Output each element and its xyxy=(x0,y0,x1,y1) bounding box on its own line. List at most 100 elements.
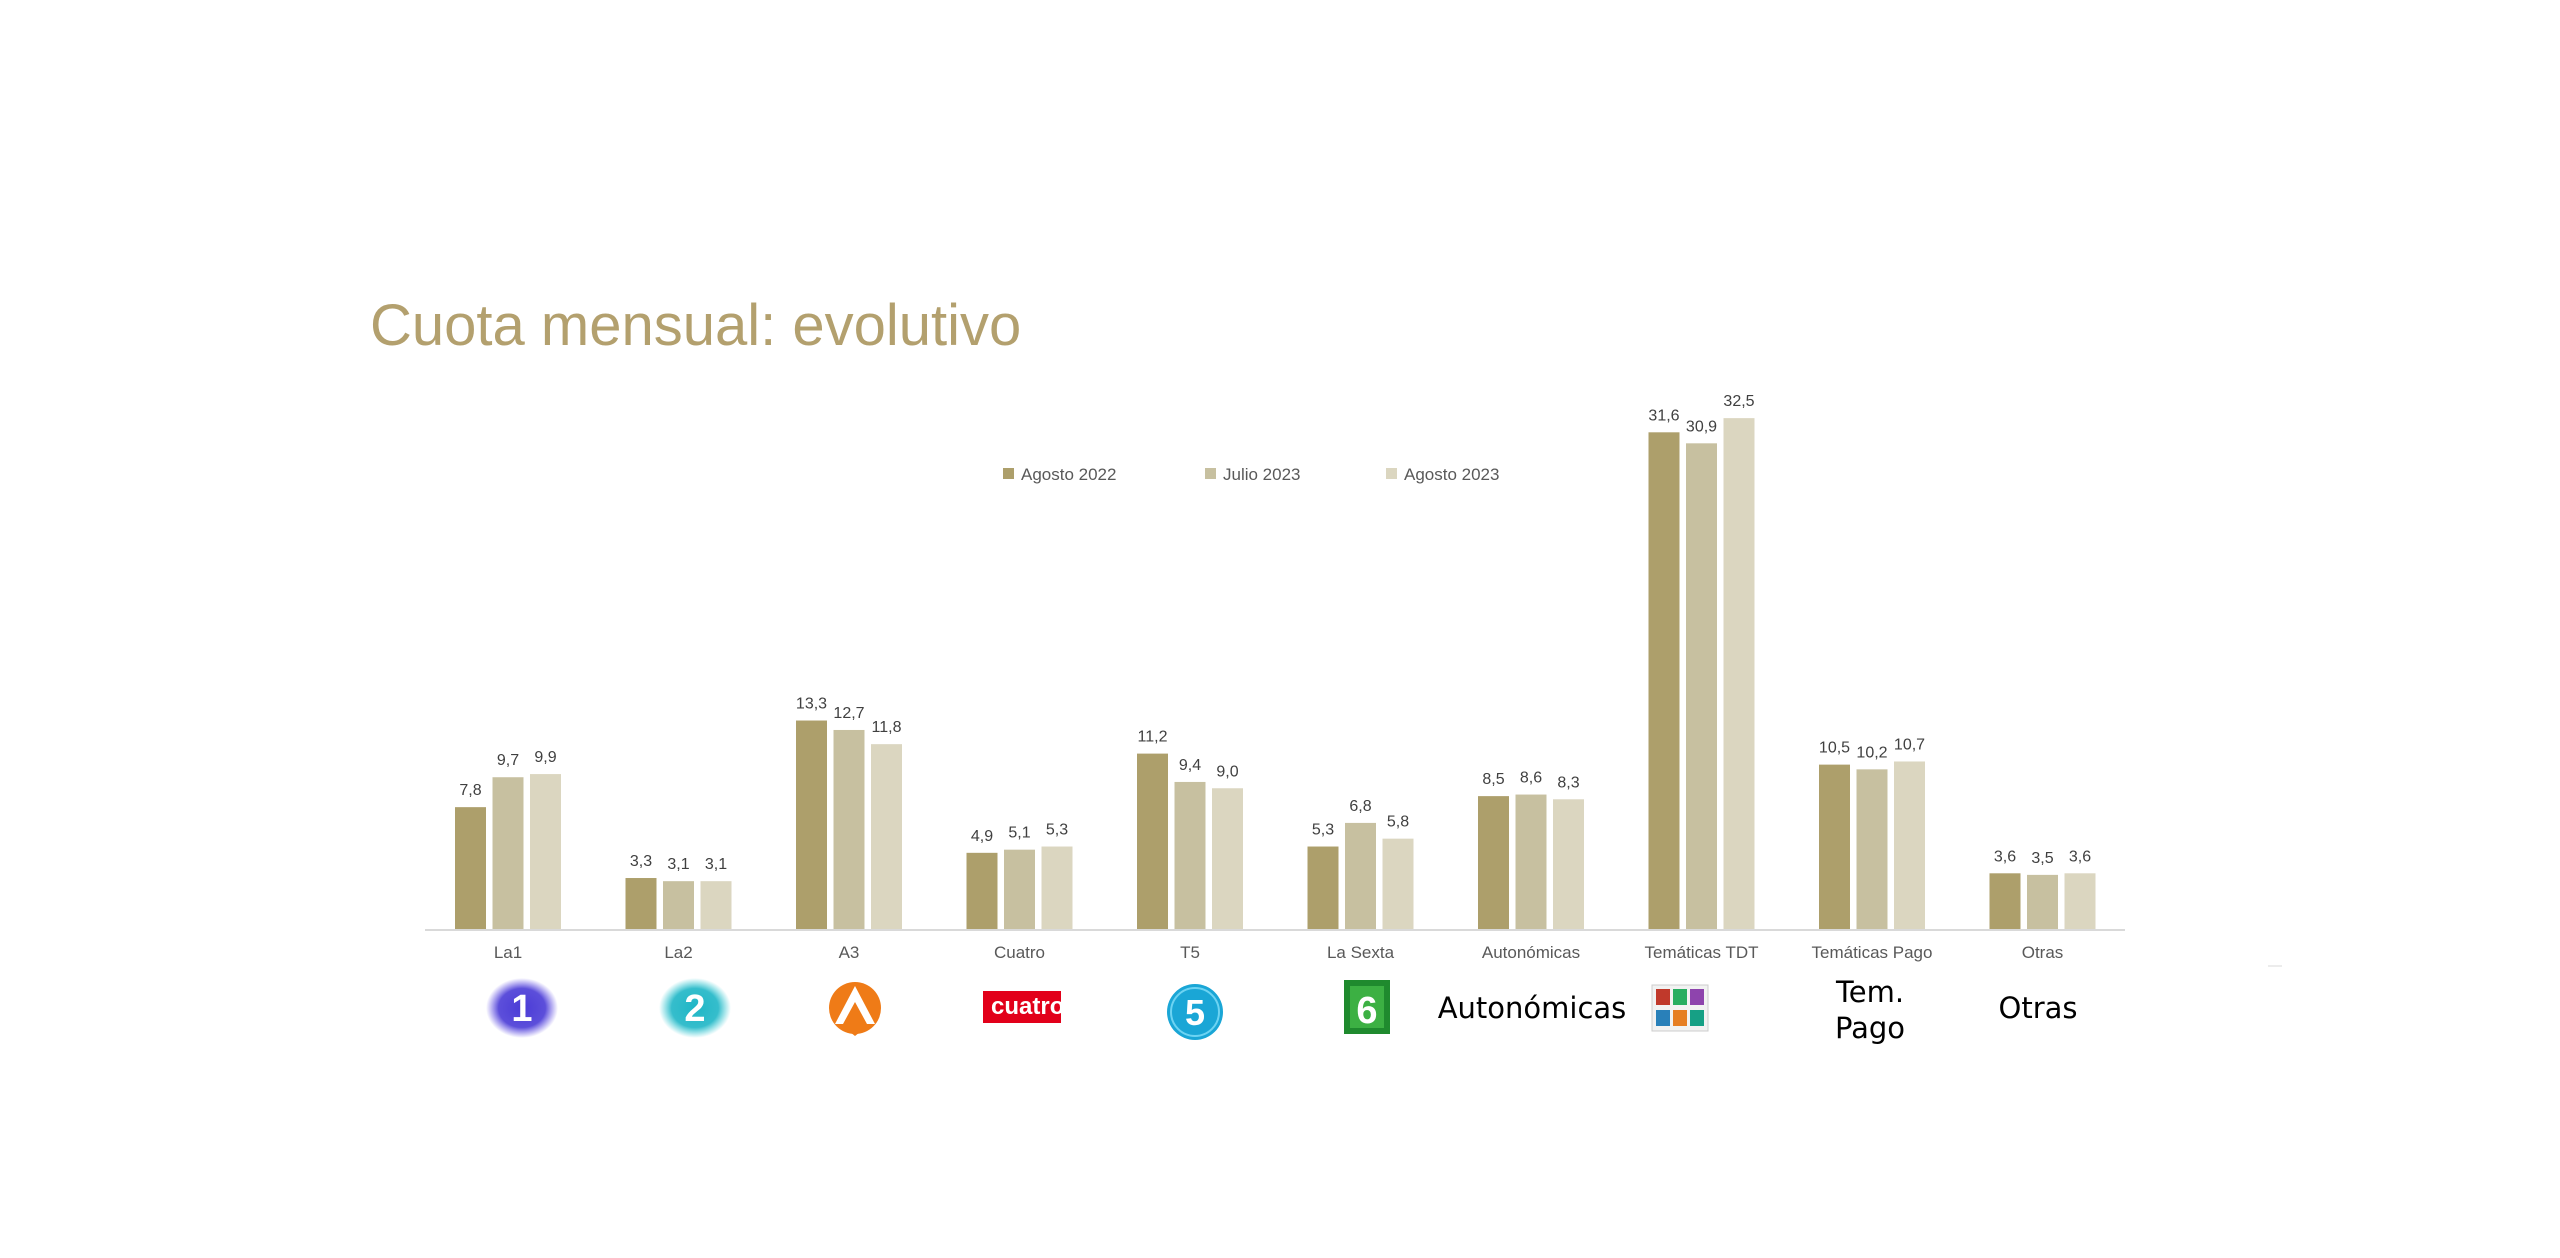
bar-1-5 xyxy=(1137,753,1168,930)
data-label: 5,8 xyxy=(1387,814,1409,831)
x-tick-label: Autonómicas xyxy=(1482,943,1580,962)
x-axis-tick-labels: La1 La2 A3 Cuatro T5 La Sexta Autonómicas Temát… xyxy=(494,943,2063,962)
bar-3-7 xyxy=(1553,799,1584,930)
x-tick-label: T5 xyxy=(1180,943,1200,962)
data-label: 8,3 xyxy=(1557,774,1579,791)
data-label: 5,3 xyxy=(1046,822,1068,839)
bar-2-6 xyxy=(1345,822,1376,930)
logo-text: cuatro● xyxy=(983,991,1072,1023)
tematicas-tdt-logo-icon xyxy=(1651,984,1709,1032)
chart-bars xyxy=(455,418,2096,930)
page-title: Cuota mensual: evolutivo xyxy=(370,293,1022,358)
logo-text: 1 xyxy=(511,988,532,1030)
bar-1-2 xyxy=(625,878,657,930)
data-label: 8,5 xyxy=(1482,771,1504,788)
data-label: 30,9 xyxy=(1686,418,1717,435)
lasexta-logo-icon: 6 xyxy=(1342,978,1394,1038)
bar-3-1 xyxy=(530,774,561,930)
chart-legend: Agosto 2022 Julio 2023 Agosto 2023 xyxy=(1003,465,1499,484)
bar-3-3 xyxy=(871,744,902,930)
data-label: 3,1 xyxy=(705,856,727,873)
bar-3-8 xyxy=(1723,418,1755,930)
la2-logo-icon: 2 xyxy=(657,975,733,1041)
bar-1-8 xyxy=(1648,432,1680,930)
x-tick-label: Otras xyxy=(2022,943,2064,962)
bar-2-8 xyxy=(1686,443,1717,930)
data-label: 11,8 xyxy=(872,719,902,736)
legend-label: Agosto 2022 xyxy=(1021,465,1116,484)
data-label: 5,3 xyxy=(1312,822,1334,839)
bar-2-9 xyxy=(1856,769,1888,930)
bar-3-9 xyxy=(1894,761,1925,930)
data-label: 8,6 xyxy=(1520,770,1542,787)
logo-label: Autonómicas xyxy=(1433,988,1631,1028)
bar-1-7 xyxy=(1478,796,1509,930)
chart-data-labels: 7,8 9,7 9,9 3,3 3,1 3,1 13,3 12,7 11,8 4,9 5,1 5,3 1… xyxy=(459,393,2091,873)
bar-2-5 xyxy=(1174,781,1206,930)
data-label: 3,3 xyxy=(630,853,652,870)
bar-1-4 xyxy=(966,852,998,930)
data-label: 32,5 xyxy=(1723,393,1754,410)
x-tick-label: Temáticas TDT xyxy=(1645,943,1759,962)
data-label: 9,7 xyxy=(497,752,519,769)
cuatro-logo-icon: cuatro● xyxy=(982,990,1072,1024)
bar-2-2 xyxy=(663,881,694,930)
data-label: 31,6 xyxy=(1648,407,1679,424)
data-label: 10,5 xyxy=(1819,740,1850,757)
legend-item: Agosto 2023 xyxy=(1386,465,1499,484)
bar-2-1 xyxy=(492,777,524,930)
logo-text: Otras xyxy=(1998,991,2078,1025)
legend-swatch xyxy=(1386,468,1397,479)
data-label: 7,8 xyxy=(459,782,481,799)
bar-1-6 xyxy=(1307,846,1339,930)
telecinco-logo-icon: 5 xyxy=(1165,982,1225,1042)
logo-text: 5 xyxy=(1185,992,1205,1033)
bar-2-10 xyxy=(2027,874,2058,930)
bar-2-3 xyxy=(833,729,865,930)
bar-1-3 xyxy=(796,720,827,930)
logo-label: Otras xyxy=(1993,988,2083,1028)
logo-label: Tem. Pago xyxy=(1810,974,1930,1046)
data-label: 10,2 xyxy=(1856,744,1887,761)
antena3-logo-icon xyxy=(823,980,887,1040)
x-tick-label: Cuatro xyxy=(994,943,1045,962)
bar-3-4 xyxy=(1041,846,1073,930)
legend-label: Julio 2023 xyxy=(1223,465,1301,484)
bar-3-2 xyxy=(700,881,732,930)
data-label: 9,0 xyxy=(1216,763,1238,780)
data-label: 12,7 xyxy=(833,705,864,722)
data-label: 9,4 xyxy=(1179,757,1201,774)
data-label: 9,9 xyxy=(534,749,556,766)
bar-3-6 xyxy=(1382,838,1414,930)
bar-3-5 xyxy=(1212,788,1243,930)
la1-logo-icon: 1 xyxy=(484,975,560,1041)
bar-2-7 xyxy=(1515,794,1547,930)
data-label: 11,2 xyxy=(1138,729,1168,746)
bar-3-10 xyxy=(2064,873,2096,930)
logo-text: 2 xyxy=(684,988,705,1030)
legend-swatch xyxy=(1205,468,1216,479)
logo-text: Autonómicas xyxy=(1437,991,1627,1025)
data-label: 3,6 xyxy=(1994,848,2016,865)
data-label: 10,7 xyxy=(1894,736,1925,753)
data-label: 3,5 xyxy=(2031,850,2053,867)
data-label: 13,3 xyxy=(796,696,827,713)
data-label: 5,1 xyxy=(1008,825,1030,842)
data-label: 3,1 xyxy=(667,856,689,873)
x-tick-label: Temáticas Pago xyxy=(1812,943,1933,962)
logo-text: Tem. Pago xyxy=(1834,975,1906,1045)
data-label: 3,6 xyxy=(2069,848,2091,865)
data-label: 4,9 xyxy=(971,828,993,845)
x-tick-label: La2 xyxy=(664,943,692,962)
bar-2-4 xyxy=(1004,849,1035,930)
legend-label: Agosto 2023 xyxy=(1404,465,1499,484)
logo-text: 6 xyxy=(1356,990,1377,1032)
x-tick-label: La1 xyxy=(494,943,522,962)
bar-1-1 xyxy=(455,807,486,930)
bar-1-10 xyxy=(1989,873,2021,930)
data-label: 6,8 xyxy=(1349,798,1371,815)
x-tick-label: La Sexta xyxy=(1327,943,1395,962)
legend-item: Julio 2023 xyxy=(1205,465,1301,484)
x-tick-label: A3 xyxy=(839,943,860,962)
